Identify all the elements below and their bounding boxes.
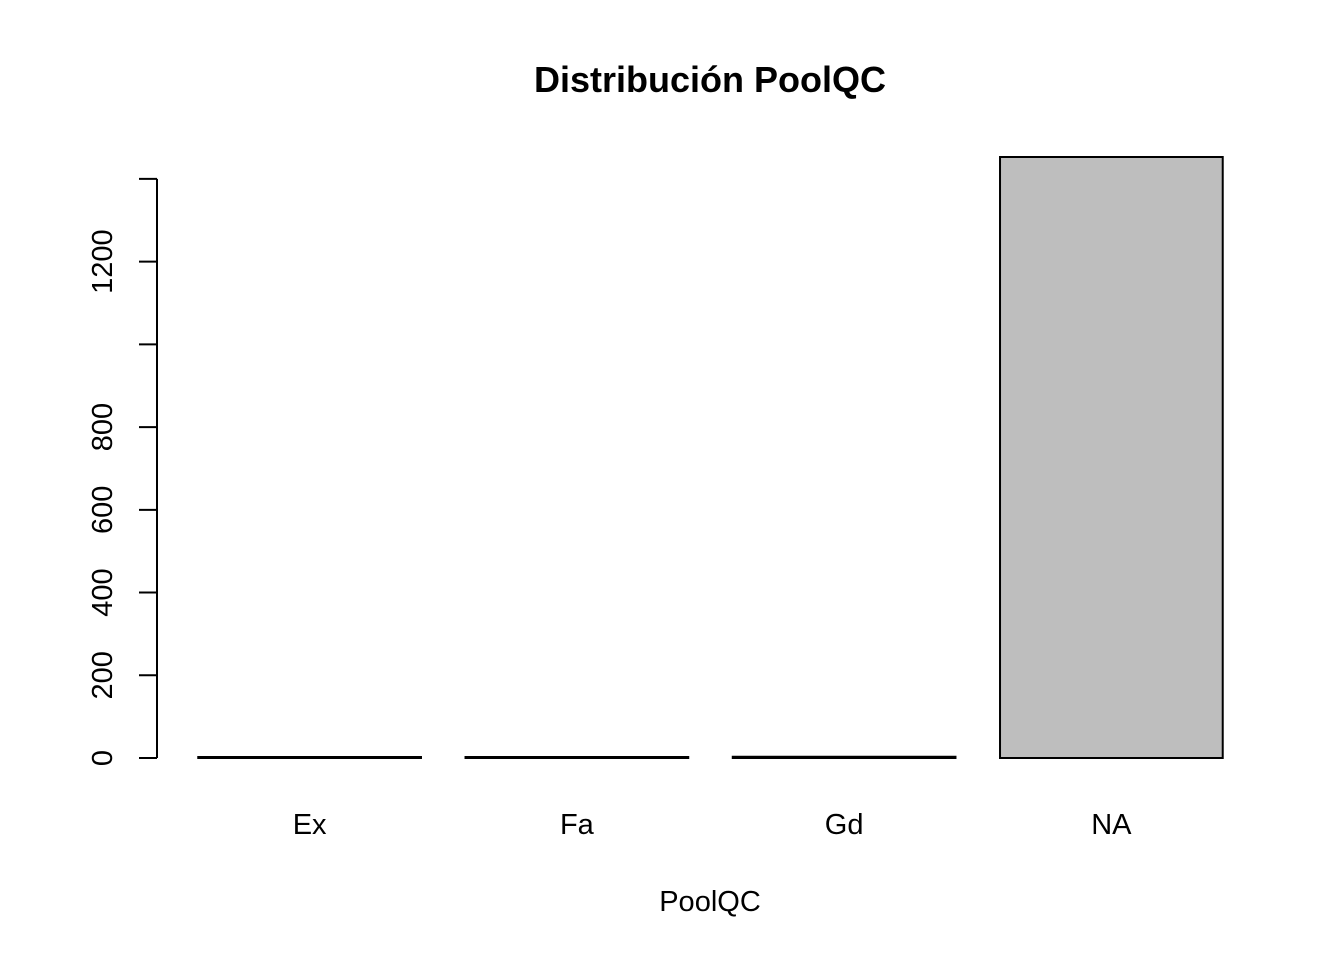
- x-tick-labels: Ex Fa Gd NA: [293, 809, 1132, 841]
- y-tick-label: 600: [87, 486, 119, 534]
- y-tick-label: 1200: [87, 229, 119, 294]
- x-tick-label: NA: [1091, 809, 1132, 841]
- y-tick-label: 200: [87, 651, 119, 699]
- y-tick-label: 800: [87, 403, 119, 451]
- y-axis: 0 200 400 600 800 1200: [87, 177, 158, 766]
- bar-na: [999, 156, 1224, 759]
- x-axis-label: PoolQC: [659, 886, 761, 918]
- x-tick-label: Gd: [825, 809, 864, 841]
- x-tick-label: Fa: [560, 809, 595, 841]
- x-tick-label: Ex: [293, 809, 327, 841]
- bar-fa: [464, 756, 690, 759]
- bars-group: [197, 156, 1224, 759]
- bar-gd: [731, 755, 957, 759]
- y-tick-label: 0: [87, 750, 119, 766]
- y-tick-label: 400: [87, 568, 119, 616]
- bar-ex: [197, 756, 422, 759]
- chart-title: Distribución PoolQC: [534, 59, 886, 100]
